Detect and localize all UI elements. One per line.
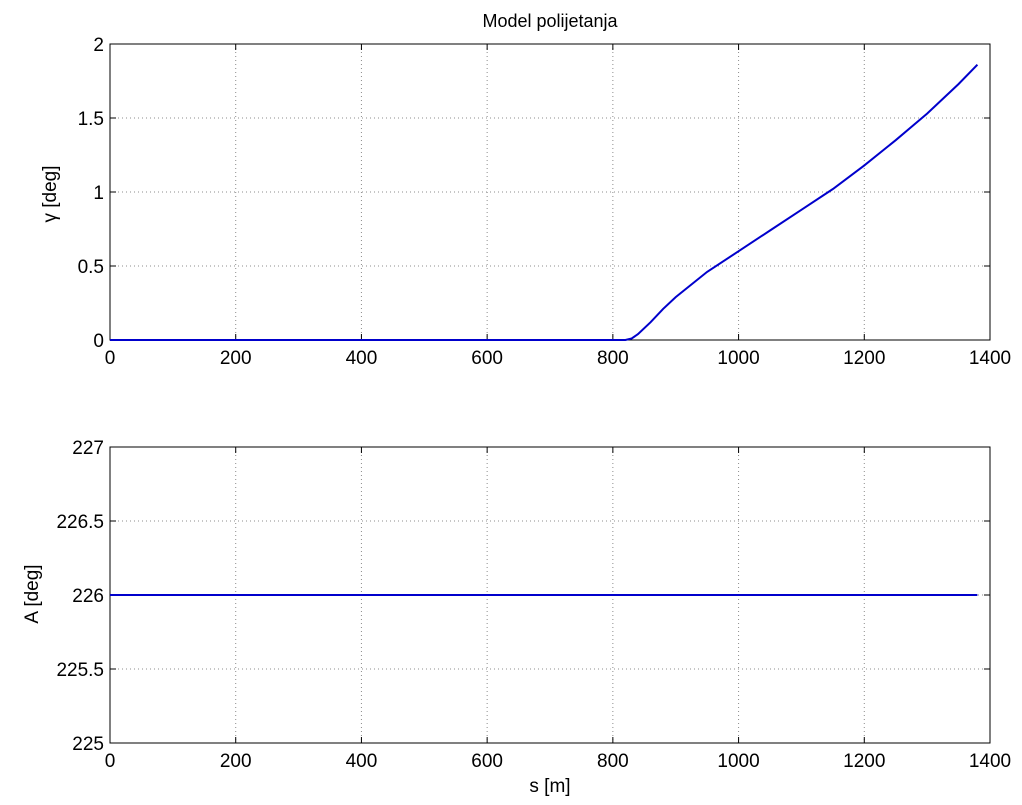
gamma-x-tick-label: 600 [471,348,503,369]
chart-title: Model polijetanja [482,11,618,31]
azimuth-x-tick-label: 200 [220,751,252,772]
azimuth-x-tick-label: 1200 [843,751,885,772]
gamma-y-tick-label: 0 [93,331,104,352]
azimuth-y-axis-label: A [deg] [22,564,43,623]
azimuth-x-tick-label: 0 [105,751,116,772]
gamma-y-axis-label: γ [deg] [40,165,61,222]
gamma-y-tick-label: 0.5 [78,257,104,278]
azimuth-y-tick-label: 225.5 [56,660,104,681]
azimuth-x-tick-label: 600 [471,751,503,772]
gamma-axes: 0 200 400 600 800 1000 1200 1400 0 0.5 1 1.5 2 [78,35,1012,369]
azimuth-x-tick-label: 1000 [717,751,759,772]
gamma-x-tick-label: 1400 [969,348,1011,369]
gamma-y-tick-label: 1.5 [78,109,104,130]
gamma-x-tick-label: 1200 [843,348,885,369]
gamma-x-tick-label: 800 [597,348,629,369]
x-axis-label: s [m] [529,776,570,797]
azimuth-y-tick-label: 226 [72,586,104,607]
azimuth-y-tick-label: 227 [72,438,104,459]
gamma-x-tick-label: 200 [220,348,252,369]
azimuth-x-tick-label: 400 [346,751,378,772]
gamma-x-tick-label: 400 [346,348,378,369]
gamma-x-tick-label: 1000 [717,348,759,369]
azimuth-y-tick-label: 225 [72,734,104,755]
gamma-x-tick-label: 0 [105,348,116,369]
gamma-y-tick-label: 2 [93,35,104,56]
azimuth-y-tick-label: 226.5 [56,512,104,533]
gamma-series-line [110,64,979,341]
azimuth-x-tick-label: 1400 [969,751,1011,772]
azimuth-x-tick-label: 800 [597,751,629,772]
gamma-y-tick-label: 1 [93,183,104,204]
azimuth-axes: 0 200 400 600 800 1000 1200 1400 225 225.5 226 226.… [56,438,1011,772]
